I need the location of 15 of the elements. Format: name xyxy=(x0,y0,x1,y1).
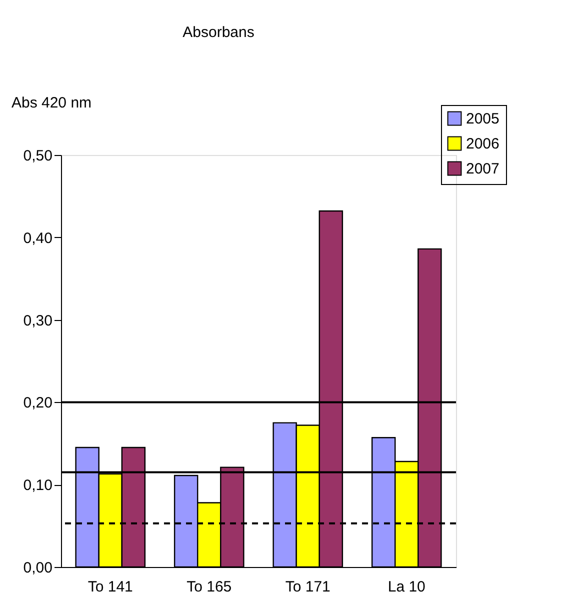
chart-title: Absorbans xyxy=(182,24,254,41)
x-tick-label: To 171 xyxy=(285,578,330,596)
y-tick-label: 0,50 xyxy=(23,148,52,164)
x-tick-label: To 141 xyxy=(88,578,133,596)
y-tick-label: 0,00 xyxy=(23,560,52,576)
y-axis-title: Abs 420 nm xyxy=(11,94,92,112)
legend-label: 2005 xyxy=(466,110,500,128)
x-tick-label: La 10 xyxy=(388,578,426,596)
y-tick-label: 0,30 xyxy=(23,312,52,330)
y-tick-label: 0,10 xyxy=(23,477,52,494)
x-tick-label: To 165 xyxy=(186,578,232,596)
y-tick-label: 0,40 xyxy=(23,230,52,247)
legend-label: 2006 xyxy=(466,136,500,152)
y-tick-label: 0,20 xyxy=(23,394,52,412)
legend-label: 2007 xyxy=(466,160,500,178)
